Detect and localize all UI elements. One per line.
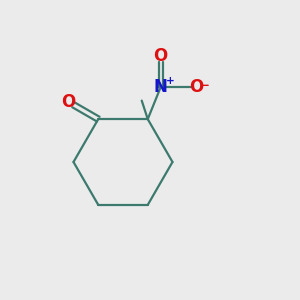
- Text: O: O: [154, 47, 168, 65]
- Text: N: N: [154, 78, 168, 96]
- Text: +: +: [166, 76, 175, 85]
- Text: O: O: [61, 94, 75, 112]
- Text: −: −: [200, 80, 210, 92]
- Text: O: O: [189, 78, 203, 96]
